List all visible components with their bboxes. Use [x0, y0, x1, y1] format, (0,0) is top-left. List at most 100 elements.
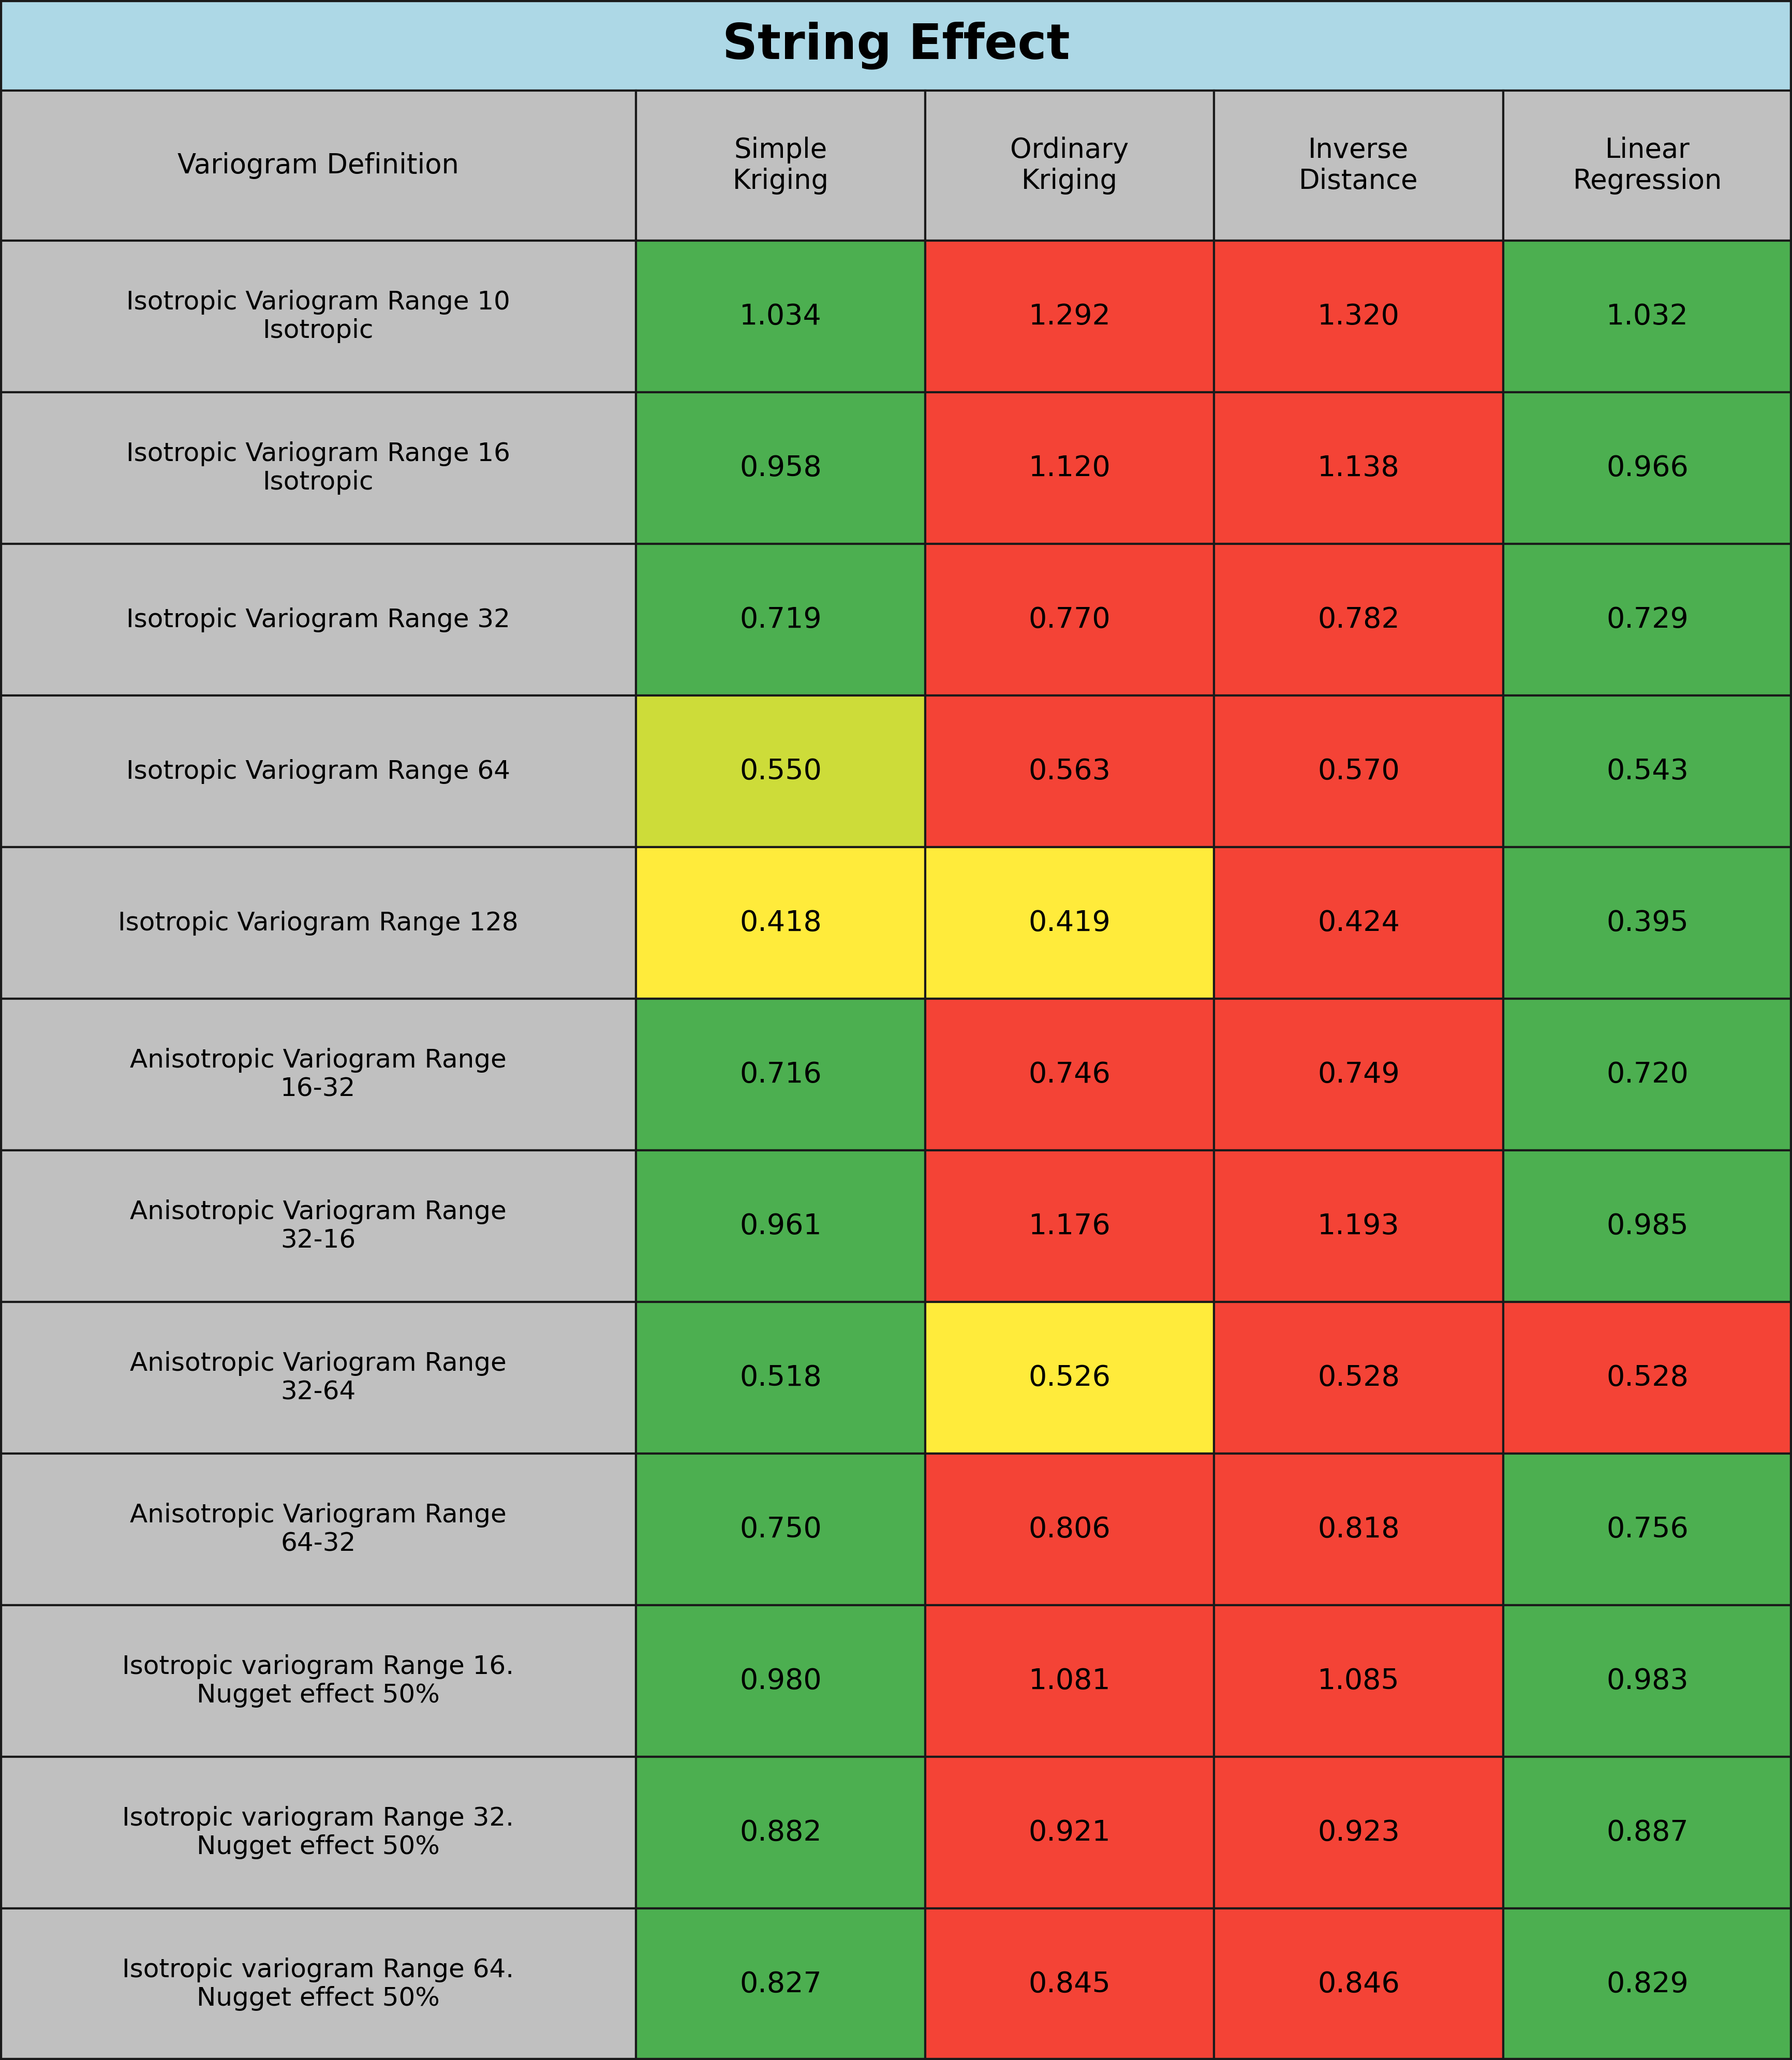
- Text: 0.750: 0.750: [740, 1516, 823, 1543]
- Text: 0.983: 0.983: [1606, 1667, 1688, 1695]
- Bar: [1503, 241, 1792, 391]
- Bar: [1213, 999, 1503, 1149]
- Text: Isotropic variogram Range 32.
Nugget effect 50%: Isotropic variogram Range 32. Nugget eff…: [122, 1807, 514, 1860]
- Text: 0.827: 0.827: [740, 1969, 823, 1998]
- Text: 0.966: 0.966: [1606, 453, 1688, 482]
- Bar: [0, 0, 1792, 91]
- Text: 0.746: 0.746: [1029, 1061, 1111, 1088]
- Text: 0.395: 0.395: [1606, 908, 1688, 937]
- Text: 0.418: 0.418: [740, 908, 823, 937]
- Bar: [636, 1757, 925, 1908]
- Text: Isotropic Variogram Range 128: Isotropic Variogram Range 128: [118, 911, 518, 935]
- Text: 0.419: 0.419: [1029, 908, 1111, 937]
- Bar: [925, 1149, 1213, 1302]
- Bar: [0, 1302, 636, 1454]
- Bar: [1503, 91, 1792, 241]
- Text: 1.081: 1.081: [1029, 1667, 1111, 1695]
- Text: 0.887: 0.887: [1606, 1819, 1688, 1846]
- Text: 1.176: 1.176: [1029, 1211, 1111, 1240]
- Bar: [925, 1605, 1213, 1757]
- Text: Linear
Regression: Linear Regression: [1573, 136, 1722, 194]
- Text: Ordinary
Kriging: Ordinary Kriging: [1011, 136, 1129, 194]
- Bar: [0, 1908, 636, 2060]
- Text: Isotropic Variogram Range 32: Isotropic Variogram Range 32: [125, 608, 511, 632]
- Bar: [636, 999, 925, 1149]
- Text: 0.528: 0.528: [1317, 1364, 1400, 1393]
- Text: 0.985: 0.985: [1606, 1211, 1688, 1240]
- Bar: [636, 696, 925, 847]
- Bar: [1213, 1149, 1503, 1302]
- Text: 0.716: 0.716: [740, 1061, 823, 1088]
- Bar: [1213, 91, 1503, 241]
- Bar: [1503, 999, 1792, 1149]
- Bar: [0, 696, 636, 847]
- Bar: [0, 1149, 636, 1302]
- Bar: [925, 544, 1213, 696]
- Bar: [636, 544, 925, 696]
- Text: 0.829: 0.829: [1606, 1969, 1688, 1998]
- Text: 0.729: 0.729: [1606, 606, 1688, 634]
- Text: 1.032: 1.032: [1606, 303, 1688, 330]
- Text: 0.550: 0.550: [740, 758, 823, 785]
- Bar: [925, 1757, 1213, 1908]
- Text: 1.292: 1.292: [1029, 303, 1111, 330]
- Text: 1.193: 1.193: [1317, 1211, 1400, 1240]
- Bar: [636, 241, 925, 391]
- Text: Isotropic variogram Range 64.
Nugget effect 50%: Isotropic variogram Range 64. Nugget eff…: [122, 1957, 514, 2011]
- Bar: [925, 1908, 1213, 2060]
- Bar: [925, 1302, 1213, 1454]
- Bar: [1503, 1302, 1792, 1454]
- Bar: [1503, 1149, 1792, 1302]
- Bar: [1503, 1757, 1792, 1908]
- Text: 0.770: 0.770: [1029, 606, 1111, 634]
- Bar: [1213, 847, 1503, 999]
- Bar: [925, 91, 1213, 241]
- Bar: [1213, 696, 1503, 847]
- Text: Isotropic Variogram Range 16
Isotropic: Isotropic Variogram Range 16 Isotropic: [125, 441, 511, 494]
- Text: 0.846: 0.846: [1317, 1969, 1400, 1998]
- Text: Isotropic Variogram Range 64: Isotropic Variogram Range 64: [125, 758, 511, 783]
- Bar: [1213, 1757, 1503, 1908]
- Bar: [1213, 241, 1503, 391]
- Text: Anisotropic Variogram Range
32-64: Anisotropic Variogram Range 32-64: [129, 1351, 507, 1405]
- Text: 0.518: 0.518: [740, 1364, 823, 1393]
- Text: 0.882: 0.882: [740, 1819, 823, 1846]
- Text: Anisotropic Variogram Range
32-16: Anisotropic Variogram Range 32-16: [129, 1199, 507, 1252]
- Text: 0.570: 0.570: [1317, 758, 1400, 785]
- Text: 0.818: 0.818: [1317, 1516, 1400, 1543]
- Text: Anisotropic Variogram Range
16-32: Anisotropic Variogram Range 16-32: [129, 1049, 507, 1102]
- Bar: [1213, 1302, 1503, 1454]
- Text: 0.526: 0.526: [1029, 1364, 1111, 1393]
- Text: 0.749: 0.749: [1317, 1061, 1400, 1088]
- Text: 0.528: 0.528: [1606, 1364, 1688, 1393]
- Text: Isotropic Variogram Range 10
Isotropic: Isotropic Variogram Range 10 Isotropic: [125, 290, 511, 344]
- Text: 0.921: 0.921: [1029, 1819, 1111, 1846]
- Bar: [0, 847, 636, 999]
- Bar: [1213, 391, 1503, 544]
- Text: 0.719: 0.719: [740, 606, 823, 634]
- Bar: [636, 1149, 925, 1302]
- Text: 0.958: 0.958: [740, 453, 823, 482]
- Text: 1.085: 1.085: [1317, 1667, 1400, 1695]
- Bar: [925, 999, 1213, 1149]
- Bar: [636, 1605, 925, 1757]
- Bar: [0, 1605, 636, 1757]
- Text: 0.806: 0.806: [1029, 1516, 1111, 1543]
- Bar: [0, 91, 636, 241]
- Text: 0.720: 0.720: [1606, 1061, 1688, 1088]
- Text: 1.120: 1.120: [1029, 453, 1111, 482]
- Bar: [1503, 696, 1792, 847]
- Bar: [636, 847, 925, 999]
- Text: 0.980: 0.980: [740, 1667, 823, 1695]
- Text: 0.923: 0.923: [1317, 1819, 1400, 1846]
- Bar: [0, 1454, 636, 1605]
- Bar: [1503, 544, 1792, 696]
- Bar: [636, 391, 925, 544]
- Text: 0.961: 0.961: [740, 1211, 823, 1240]
- Text: 1.034: 1.034: [740, 303, 823, 330]
- Bar: [925, 391, 1213, 544]
- Bar: [0, 1757, 636, 1908]
- Bar: [0, 544, 636, 696]
- Bar: [636, 91, 925, 241]
- Bar: [925, 847, 1213, 999]
